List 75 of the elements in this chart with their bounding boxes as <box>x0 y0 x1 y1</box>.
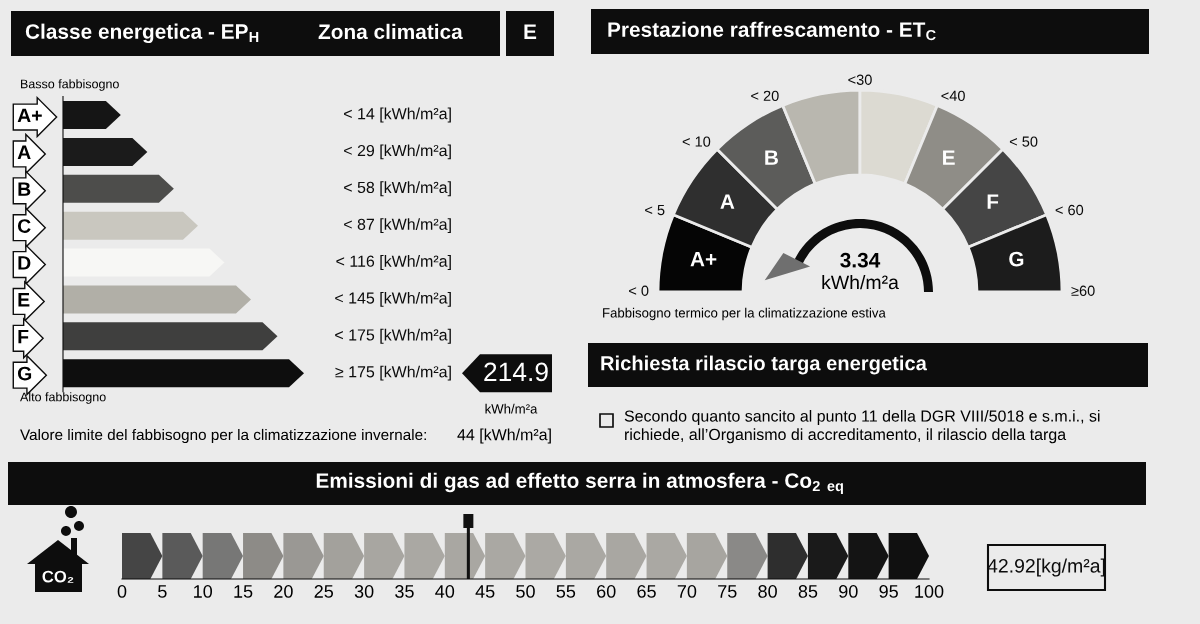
text: Richiesta rilascio targa energetica <box>601 355 927 375</box>
slice-label: G <box>1009 251 1024 267</box>
text: < 5 <box>645 204 665 216</box>
text: Fabbisogno termico per la climatizzazione estiva <box>603 307 886 321</box>
slice-label: A+ <box>690 251 717 267</box>
x-tick-label: 65 <box>637 585 656 598</box>
x-tick-label: 35 <box>395 585 414 598</box>
text: Basso fabbisogno <box>21 79 119 91</box>
slice-label: A <box>720 194 735 209</box>
text: < 58 [kWh/m²a] <box>344 181 451 197</box>
x-tick-label: 30 <box>354 585 374 598</box>
text: ≥60 <box>1071 285 1095 296</box>
text: <30 <box>848 74 872 85</box>
text: < 10 <box>682 136 711 147</box>
chart-title: Prestazione raffrescamento - ET$_{C}$ <box>608 21 936 41</box>
x-tick-label: 10 <box>194 585 213 598</box>
x-tick-label: 60 <box>597 585 616 598</box>
text: kWh/m²a <box>822 274 899 290</box>
y-tick-label: F <box>18 329 29 344</box>
x-tick-label: 85 <box>798 585 818 598</box>
text: < 0 <box>629 285 649 296</box>
bar <box>63 285 251 314</box>
x-tick-label: 25 <box>314 585 334 598</box>
text: < 29 [kWh/m²a] <box>344 144 451 160</box>
x-tick-label: 55 <box>556 585 576 598</box>
bar <box>63 248 225 277</box>
x-tick-label: 20 <box>274 585 293 598</box>
text: kWh/m²a <box>485 403 538 414</box>
x-tick-label: 70 <box>677 585 697 598</box>
x-tick-label: 0 <box>117 585 127 598</box>
x-tick-label: 90 <box>839 585 858 598</box>
bar <box>63 211 198 240</box>
text: 44 [kWh/m²a] <box>457 428 551 444</box>
text: ≥ 175 [kWh/m²a] <box>335 365 451 381</box>
x-tick-label: 45 <box>475 585 495 598</box>
text: < 14 [kWh/m²a] <box>344 107 451 123</box>
x-tick-label: 95 <box>879 585 898 598</box>
y-tick-label: D <box>18 256 31 270</box>
y-tick-label: A <box>17 145 31 159</box>
x-tick-label: 15 <box>234 585 253 598</box>
text: < 60 <box>1055 204 1084 216</box>
slice-label: E <box>943 150 955 165</box>
x-tick-label: 80 <box>758 585 777 598</box>
text: < 20 <box>751 90 779 101</box>
chart-title: Classe energetica - EP$_{H}$ <box>25 23 259 44</box>
text: CO₂ <box>42 570 74 583</box>
bar <box>63 322 278 351</box>
y-tick-label: B <box>18 182 31 196</box>
slice-label: F <box>987 194 999 209</box>
text: Zona climatica <box>318 23 463 40</box>
text: Alto fabbisogno <box>20 392 106 404</box>
x-tick-label: 50 <box>516 585 535 598</box>
y-tick-label: A+ <box>17 108 42 123</box>
text: < 50 <box>1009 136 1038 147</box>
text: < 116 [kWh/m²a] <box>336 255 451 270</box>
x-tick-label: 75 <box>718 585 737 598</box>
ref-line-label: 42.92[kg/m²a] <box>987 558 1105 577</box>
text: Secondo quanto sancito al punto 11 della DGR VIII/5018 e s.m.i., si richiede, all’Organismo di accreditamento, il rilascio della targa <box>624 410 1100 444</box>
chart-title: Emissioni di gas ad effetto serra in atmosfera - Co$_{2 eq}$ <box>316 472 843 495</box>
y-tick-label: E <box>18 293 30 307</box>
text: <40 <box>941 90 965 101</box>
x-tick-label: 5 <box>158 585 167 598</box>
slice-label: B <box>765 150 778 165</box>
text: < 145 [kWh/m²a] <box>335 291 451 307</box>
text: E <box>524 24 537 39</box>
y-tick-label: G <box>17 366 32 381</box>
text: 214.9 <box>484 362 548 382</box>
x-tick-label: 40 <box>435 585 455 598</box>
bar <box>63 174 174 203</box>
text: Valore limite del fabbisogno per la climatizzazione invernale: <box>20 428 426 444</box>
text: 3.34 <box>840 252 881 268</box>
x-tick-label: 100 <box>915 585 944 598</box>
text: < 87 [kWh/m²a] <box>344 218 451 234</box>
y-tick-label: C <box>17 219 31 233</box>
text: < 175 [kWh/m²a] <box>335 328 451 344</box>
